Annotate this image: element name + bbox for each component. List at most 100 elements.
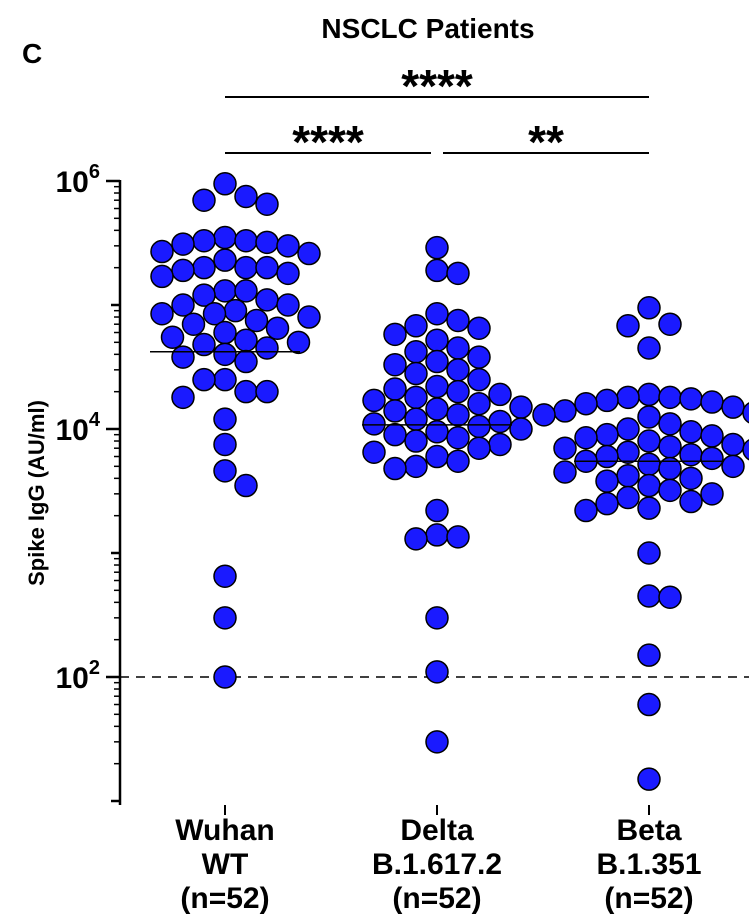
- data-point: [234, 279, 258, 303]
- data-point: [404, 454, 428, 479]
- data-point: [637, 296, 661, 320]
- data-point: [276, 234, 300, 258]
- significance-label: **: [528, 116, 564, 168]
- data-point: [679, 442, 703, 467]
- data-point: [553, 399, 577, 423]
- data-point: [171, 293, 195, 317]
- data-point: [679, 387, 703, 411]
- data-point: [383, 422, 407, 447]
- data-point: [446, 449, 470, 473]
- data-point: [637, 473, 661, 498]
- x-tick-label: (n=52): [604, 882, 693, 915]
- data-point: [425, 235, 449, 260]
- data-point: [404, 407, 428, 431]
- significance-layer: ******** **: [225, 60, 649, 168]
- data-point: [171, 385, 195, 410]
- data-point: [616, 440, 640, 464]
- data-point: [742, 402, 749, 424]
- x-labels-layer: WuhanWT(n=52)DeltaB.1.617.2(n=52)BetaB.1…: [175, 805, 702, 915]
- y-tick-exponent: 2: [89, 657, 100, 679]
- data-point: [446, 403, 470, 427]
- data-point: [160, 325, 185, 349]
- data-point: [637, 767, 661, 791]
- data-point: [404, 361, 428, 386]
- data-point: [595, 444, 619, 469]
- data-point: [574, 391, 598, 416]
- data-point: [383, 399, 407, 423]
- data-point: [213, 225, 237, 250]
- data-point: [362, 388, 386, 413]
- data-point: [425, 397, 449, 421]
- x-tick-label: Wuhan: [175, 814, 274, 847]
- data-point: [574, 498, 598, 523]
- data-point: [202, 302, 227, 326]
- y-axis-label: Spike IgG (AU/ml): [24, 400, 49, 586]
- data-point: [223, 298, 248, 323]
- data-point: [446, 426, 470, 450]
- data-point: [574, 426, 598, 450]
- x-tick-label: Delta: [400, 814, 474, 847]
- data-point: [404, 314, 428, 338]
- x-tick-label: WT: [202, 848, 249, 881]
- data-point: [595, 469, 619, 493]
- data-point: [467, 436, 491, 460]
- data-point: [234, 328, 258, 352]
- data-point: [467, 367, 491, 392]
- data-point: [244, 308, 269, 333]
- data-point: [742, 439, 749, 461]
- x-tick-label: (n=52): [180, 882, 269, 915]
- data-point: [425, 374, 449, 399]
- data-point: [658, 412, 682, 436]
- data-point: [679, 466, 703, 491]
- data-point: [234, 228, 258, 253]
- data-point: [553, 436, 577, 460]
- data-point: [488, 382, 512, 407]
- data-point: [658, 585, 682, 609]
- x-tick-label: Beta: [616, 814, 681, 847]
- data-point: [721, 432, 745, 457]
- data-point: [192, 255, 216, 280]
- data-point: [425, 523, 449, 547]
- data-point: [446, 261, 470, 286]
- data-point: [213, 342, 237, 367]
- data-point: [595, 422, 619, 447]
- data-point: [446, 308, 470, 333]
- data-point: [404, 385, 428, 410]
- data-point: [425, 349, 449, 374]
- data-point: [404, 339, 428, 364]
- x-tick-label: B.1.351: [596, 848, 701, 881]
- points-layer: [150, 172, 749, 791]
- data-point: [595, 491, 619, 516]
- data-point: [213, 432, 237, 457]
- data-point: [637, 584, 661, 608]
- data-point: [616, 463, 640, 488]
- data-point: [679, 489, 703, 514]
- data-point: [213, 407, 237, 431]
- data-point: [700, 446, 724, 471]
- data-point: [425, 328, 449, 352]
- data-point: [446, 336, 470, 360]
- data-point: [192, 283, 216, 307]
- panel-label: C: [22, 38, 42, 69]
- data-point: [234, 473, 258, 498]
- data-point: [181, 312, 206, 336]
- data-point: [150, 239, 174, 264]
- data-point: [658, 385, 682, 410]
- data-point: [171, 232, 195, 256]
- data-point: [276, 293, 300, 317]
- y-tick-base: 10: [56, 166, 89, 199]
- data-point: [637, 452, 661, 476]
- data-point: [404, 527, 428, 551]
- data-point: [425, 660, 449, 684]
- y-tick-exponent: 6: [89, 161, 100, 183]
- data-point: [509, 395, 533, 419]
- data-point: [404, 429, 428, 453]
- data-point: [150, 264, 174, 289]
- data-point: [616, 485, 640, 510]
- x-tick-label: B.1.617.2: [372, 848, 502, 881]
- data-point: [286, 330, 311, 355]
- data-point: [446, 379, 470, 404]
- data-point: [425, 606, 449, 630]
- data-point: [658, 312, 682, 336]
